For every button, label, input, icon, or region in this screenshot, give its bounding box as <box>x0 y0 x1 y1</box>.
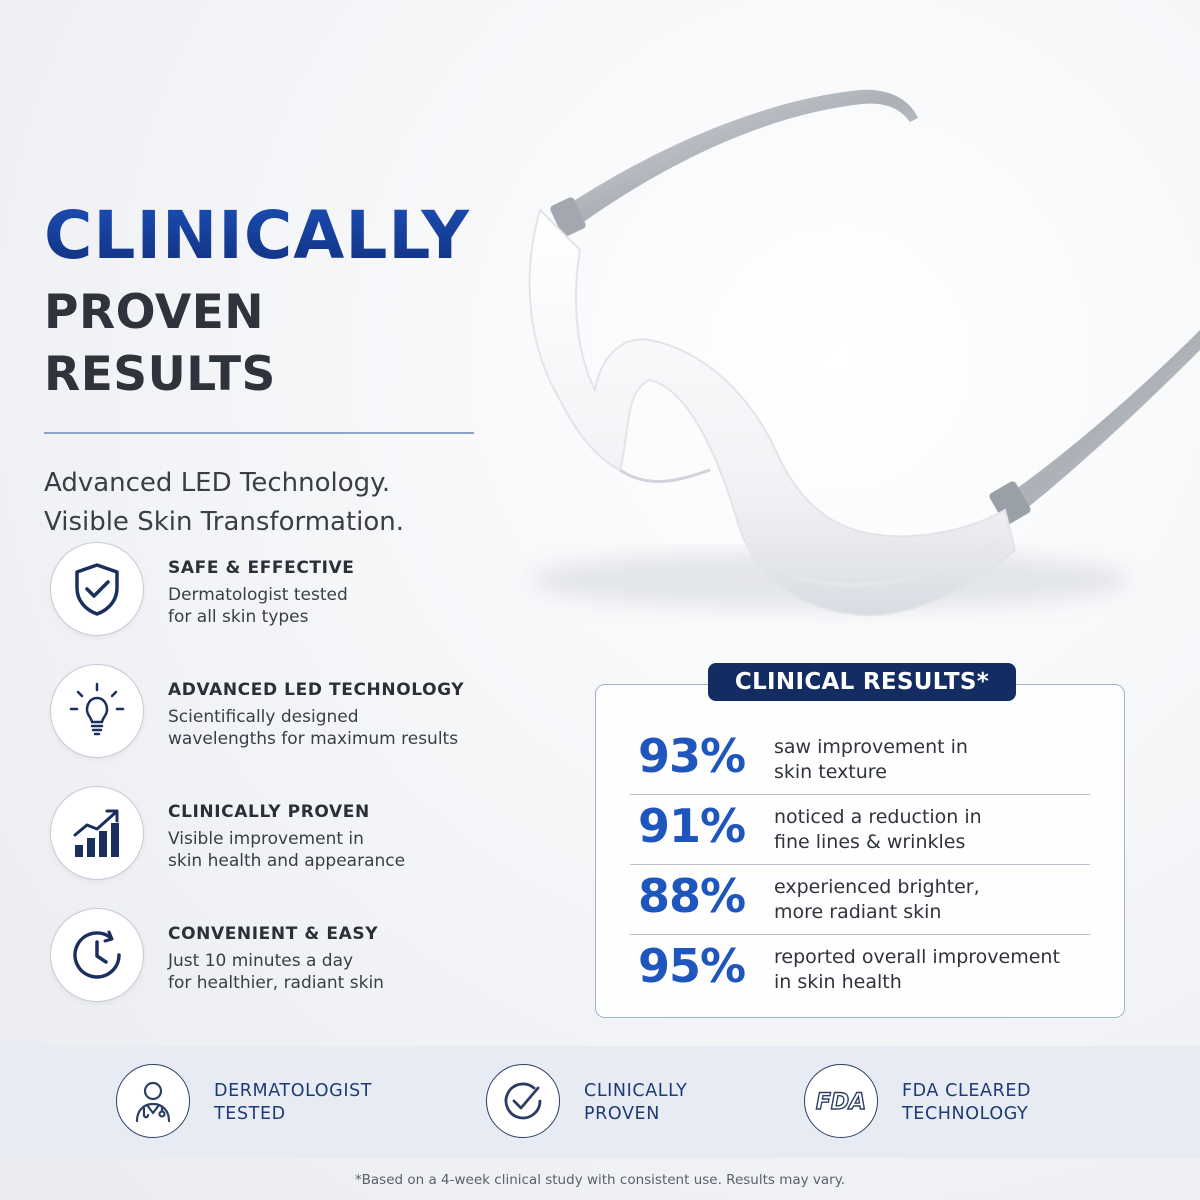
feature-item: CONVENIENT & EASY Just 10 minutes a day … <box>50 908 510 1030</box>
feature-desc-line: Dermatologist tested <box>168 585 348 605</box>
feature-desc-line: Scientifically designed <box>168 707 359 727</box>
row-divider <box>630 933 1090 935</box>
feature-list: SAFE & EFFECTIVE Dermatologist tested fo… <box>50 542 510 1030</box>
headline-block: CLINICALLY PROVEN RESULTS Advanced LED T… <box>44 196 484 542</box>
result-row: 91% noticed a reduction in fine lines & … <box>630 795 1090 865</box>
badge-text-line: TECHNOLOGY <box>902 1104 1029 1124</box>
fda-logo: FDA <box>804 1064 878 1138</box>
shield-check-icon <box>50 542 144 636</box>
feature-title: CLINICALLY PROVEN <box>168 802 370 822</box>
row-divider <box>630 863 1090 865</box>
headline-subtitle: PROVEN RESULTS <box>44 285 276 402</box>
badge-text: CLINICALLY PROVEN <box>584 1080 687 1126</box>
results-title: CLINICAL RESULTS* <box>708 663 1016 701</box>
result-text-line: fine lines & wrinkles <box>774 831 966 853</box>
trust-badge-band: DERMATOLOGIST TESTED CLINICALLY PROVEN F… <box>0 1046 1200 1158</box>
result-percent: 95% <box>638 939 746 993</box>
doctor-icon <box>116 1064 190 1138</box>
result-text-line: skin texture <box>774 761 887 783</box>
feature-title: SAFE & EFFECTIVE <box>168 558 355 578</box>
check-circle-icon <box>486 1064 560 1138</box>
badge-text-line: CLINICALLY <box>584 1081 688 1101</box>
result-text-line: in skin health <box>774 971 902 993</box>
result-text-line: experienced brighter, <box>774 876 980 898</box>
feature-title: ADVANCED LED TECHNOLOGY <box>168 680 465 700</box>
badge-text: FDA CLEARED TECHNOLOGY <box>902 1080 1031 1126</box>
feature-desc-line: for healthier, radiant skin <box>168 973 384 993</box>
result-row: 95% reported overall improvement in skin… <box>630 935 1090 1005</box>
feature-title: CONVENIENT & EASY <box>168 924 379 944</box>
result-text-line: more radiant skin <box>774 901 942 923</box>
fda-logo-text: FDA <box>816 1090 866 1115</box>
result-text: noticed a reduction in fine lines & wrin… <box>774 805 1094 855</box>
growth-chart-icon <box>50 786 144 880</box>
badge-text-line: PROVEN <box>584 1104 660 1124</box>
tagline-line-2: Visible Skin Transformation. <box>44 507 405 537</box>
badge-text: DERMATOLOGIST TESTED <box>214 1080 372 1126</box>
result-percent: 93% <box>638 729 746 783</box>
result-text: reported overall improvement in skin hea… <box>774 945 1094 995</box>
feature-desc: Dermatologist tested for all skin types <box>168 584 498 628</box>
tagline: Advanced LED Technology. Visible Skin Tr… <box>44 464 484 542</box>
feature-desc-line: wavelengths for maximum results <box>168 729 459 749</box>
feature-desc-line: skin health and appearance <box>168 851 406 871</box>
result-percent: 88% <box>638 869 746 923</box>
result-text-line: reported overall improvement <box>774 946 1060 968</box>
headline-title: CLINICALLY <box>44 196 484 276</box>
clinical-results-panel: CLINICAL RESULTS* 93% saw improvement in… <box>595 663 1125 1018</box>
feature-item: CLINICALLY PROVEN Visible improvement in… <box>50 786 510 908</box>
result-percent: 91% <box>638 799 746 853</box>
badge-text-line: FDA CLEARED <box>902 1081 1032 1101</box>
feature-desc-line: Just 10 minutes a day <box>168 951 354 971</box>
divider <box>44 432 474 434</box>
led-glasses-image <box>528 89 1200 617</box>
footnote: *Based on a 4-week clinical study with c… <box>354 1172 846 1188</box>
feature-item: SAFE & EFFECTIVE Dermatologist tested fo… <box>50 542 510 664</box>
feature-desc-line: for all skin types <box>168 607 309 627</box>
row-divider <box>630 793 1090 795</box>
feature-desc: Just 10 minutes a day for healthier, rad… <box>168 950 498 994</box>
feature-desc: Scientifically designed wavelengths for … <box>168 706 498 750</box>
lightbulb-icon <box>50 664 144 758</box>
result-row: 88% experienced brighter, more radiant s… <box>630 865 1090 935</box>
result-text: experienced brighter, more radiant skin <box>774 875 1094 925</box>
badge-text-line: TESTED <box>214 1104 286 1124</box>
result-text-line: noticed a reduction in <box>774 806 982 828</box>
feature-desc: Visible improvement in skin health and a… <box>168 828 498 872</box>
result-text-line: saw improvement in <box>774 736 968 758</box>
result-row: 93% saw improvement in skin texture <box>630 725 1090 795</box>
feature-item: ADVANCED LED TECHNOLOGY Scientifically d… <box>50 664 510 786</box>
badge-text-line: DERMATOLOGIST <box>214 1081 373 1101</box>
clock-icon <box>50 908 144 1002</box>
feature-desc-line: Visible improvement in <box>168 829 364 849</box>
result-text: saw improvement in skin texture <box>774 735 1094 785</box>
tagline-line-1: Advanced LED Technology. <box>44 468 391 498</box>
